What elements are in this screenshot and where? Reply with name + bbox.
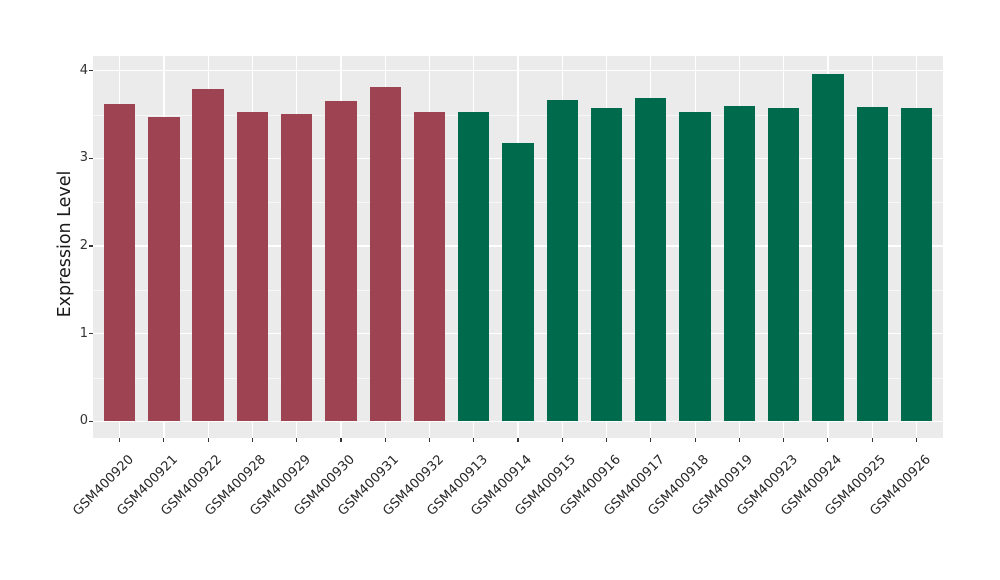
- x-tick-mark: [561, 438, 563, 442]
- bar: [325, 101, 357, 422]
- bar: [369, 86, 401, 422]
- y-tick-label: 4: [79, 62, 88, 78]
- y-tick-label: 0: [79, 413, 88, 429]
- x-tick-mark: [606, 438, 608, 442]
- bar: [413, 111, 446, 422]
- x-tick-mark: [871, 438, 873, 442]
- bar: [502, 142, 534, 422]
- y-tick-mark: [89, 333, 93, 335]
- y-tick-mark: [89, 245, 93, 247]
- bar: [236, 111, 269, 422]
- y-tick-mark: [89, 70, 93, 72]
- x-tick-mark: [783, 438, 785, 442]
- x-tick-mark: [207, 438, 209, 442]
- bar: [148, 117, 180, 422]
- x-tick-mark: [517, 438, 519, 442]
- bar: [635, 97, 667, 422]
- bar: [103, 104, 136, 422]
- x-tick-mark: [650, 438, 652, 442]
- x-tick-mark: [119, 438, 121, 442]
- bar: [458, 111, 490, 422]
- bar: [812, 74, 844, 422]
- x-tick-mark: [915, 438, 918, 442]
- bar: [192, 89, 224, 422]
- bar: [900, 108, 933, 422]
- bar: [723, 105, 756, 422]
- y-tick-label: 3: [79, 150, 88, 166]
- x-tick-mark: [340, 438, 342, 442]
- bar: [590, 108, 623, 422]
- x-tick-mark: [384, 438, 386, 442]
- x-tick-mark: [296, 438, 298, 442]
- x-tick-mark: [694, 438, 696, 442]
- bar: [281, 113, 313, 422]
- x-tick-mark: [428, 438, 431, 442]
- y-tick-mark: [89, 157, 93, 159]
- bar: [679, 111, 711, 422]
- x-tick-mark: [473, 438, 475, 442]
- x-tick-mark: [163, 438, 165, 442]
- y-tick-mark: [89, 420, 93, 422]
- bar: [768, 108, 800, 422]
- bar: [546, 99, 578, 422]
- x-tick-mark: [738, 438, 740, 442]
- bar: [856, 106, 888, 422]
- plot-panel: [93, 56, 943, 438]
- x-tick-mark: [251, 438, 253, 442]
- x-tick-mark: [827, 438, 829, 442]
- y-tick-label: 1: [79, 325, 88, 341]
- y-tick-label: 2: [79, 238, 88, 254]
